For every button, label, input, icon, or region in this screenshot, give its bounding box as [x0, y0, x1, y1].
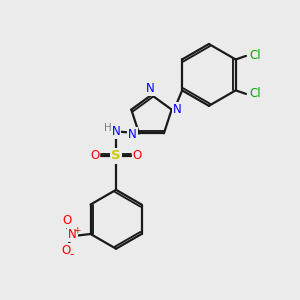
Text: +: +	[73, 226, 81, 235]
Text: O: O	[61, 244, 70, 257]
Text: S: S	[111, 149, 121, 163]
Text: N: N	[68, 228, 77, 242]
Text: N: N	[146, 82, 154, 95]
Text: O: O	[90, 149, 100, 163]
Text: H: H	[104, 123, 112, 133]
Text: N: N	[128, 128, 137, 141]
Text: Cl: Cl	[249, 87, 261, 101]
Text: N: N	[112, 125, 120, 138]
Text: Cl: Cl	[249, 50, 261, 62]
Text: O: O	[62, 214, 72, 227]
Text: O: O	[133, 149, 142, 163]
Text: -: -	[69, 248, 74, 261]
Text: N: N	[173, 103, 182, 116]
